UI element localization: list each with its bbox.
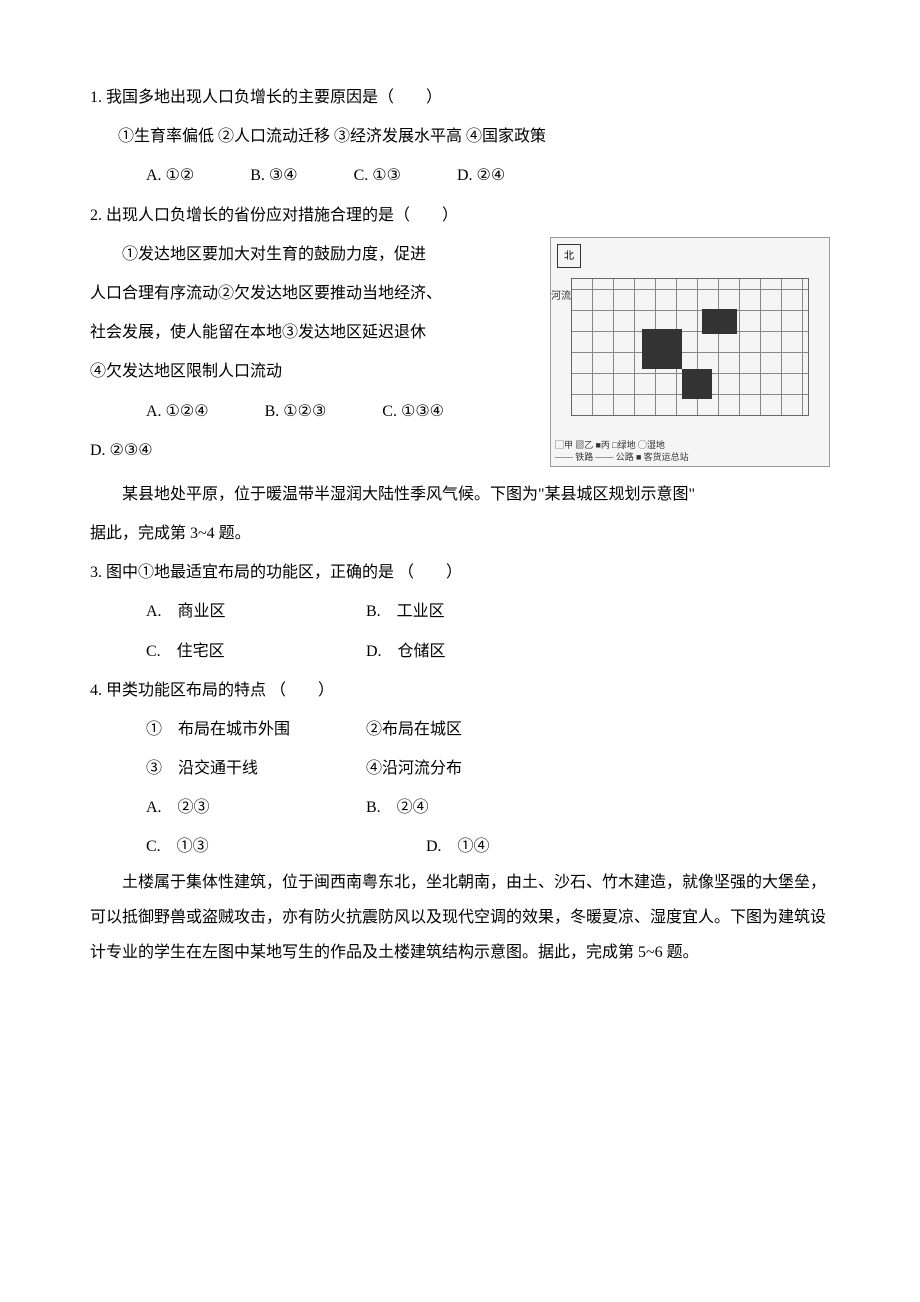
q1-option-c: C. ①③ (354, 158, 401, 193)
q4-stmt-3: ③ 沿交通干线 (146, 751, 366, 786)
q1-option-a: A. ①② (146, 158, 194, 193)
q2-body-l3: 社会发展，使人能留在本地③发达地区延迟退休 (90, 315, 530, 350)
q4-options-row1: A. ②③ B. ②④ (90, 790, 830, 825)
q3-option-c: C. 住宅区 (146, 634, 366, 669)
q1-option-b: B. ③④ (250, 158, 297, 193)
q4-stmts-row1: ① 布局在城市外围 ②布局在城区 (90, 712, 830, 747)
q4-option-d: D. ①④ (426, 829, 490, 864)
q2-body-l2: 人口合理有序流动②欠发达地区要推动当地经济、 (90, 276, 530, 311)
q2-options-row1: A. ①②④ B. ①②③ C. ①③④ (90, 394, 530, 429)
q2-body-l4: ④欠发达地区限制人口流动 (90, 354, 530, 389)
map-block (702, 309, 737, 334)
q4-stmts-row2: ③ 沿交通干线 ④沿河流分布 (90, 751, 830, 786)
q3-options-row2: C. 住宅区 D. 仓储区 (90, 634, 830, 669)
q1-stem: 1. 我国多地出现人口负增长的主要原因是（ ） (90, 80, 830, 115)
q4-options-row2: C. ①③ D. ①④ (90, 829, 830, 864)
q3-stem: 3. 图中①地最适宜布局的功能区，正确的是 （ ） (90, 555, 830, 590)
q3-options-row1: A. 商业区 B. 工业区 (90, 594, 830, 629)
q4-stmt-1: ① 布局在城市外围 (146, 712, 366, 747)
q4-stmt-4: ④沿河流分布 (366, 751, 586, 786)
q2-option-c: C. ①③④ (382, 394, 444, 429)
map-placeholder: 北 河流 ▢甲 ▨乙 ■丙 □绿地 ◯湿地 —— 铁路 —— 公路 ■ 客货运总… (550, 237, 830, 467)
q4-option-a: A. ②③ (146, 790, 366, 825)
q2-option-b: B. ①②③ (265, 394, 327, 429)
q2-option-a: A. ①②④ (146, 394, 209, 429)
q3-option-a: A. 商业区 (146, 594, 366, 629)
q3-option-d: D. 仓储区 (366, 634, 586, 669)
map-figure: 北 河流 ▢甲 ▨乙 ■丙 □绿地 ◯湿地 —— 铁路 —— 公路 ■ 客货运总… (550, 237, 830, 467)
river-label: 河流 (551, 286, 571, 308)
map-block (682, 369, 712, 399)
map-grid (571, 278, 809, 416)
legend-line-1: ▢甲 ▨乙 ■丙 □绿地 ◯湿地 (555, 440, 825, 452)
map-legend: ▢甲 ▨乙 ■丙 □绿地 ◯湿地 —— 铁路 —— 公路 ■ 客货运总站 (555, 440, 825, 463)
passage1-cont: 据此，完成第 3~4 题。 (90, 516, 830, 551)
q3-option-b: B. 工业区 (366, 594, 586, 629)
q4-stmt-2: ②布局在城区 (366, 712, 586, 747)
q4-stem: 4. 甲类功能区布局的特点 （ ） (90, 673, 830, 708)
passage2-text: 土楼属于集体性建筑，位于闽西南粤东北，坐北朝南，由土、沙石、竹木建造，就像坚强的… (90, 865, 830, 971)
q1-statements: ①生育率偏低 ②人口流动迁移 ③经济发展水平高 ④国家政策 (90, 119, 830, 154)
q4-option-c: C. ①③ (146, 829, 426, 864)
passage1-text: 某县地处平原，位于暖温带半湿润大陆性季风气候。下图为"某县城区规划示意图" (90, 477, 830, 512)
q1-options: A. ①② B. ③④ C. ①③ D. ②④ (90, 158, 830, 193)
map-block (642, 329, 682, 369)
compass-icon: 北 (557, 244, 581, 268)
q2-stem: 2. 出现人口负增长的省份应对措施合理的是（ ） (90, 198, 830, 233)
q4-option-b: B. ②④ (366, 790, 586, 825)
q1-option-d: D. ②④ (457, 158, 505, 193)
q2-body-l1: ①发达地区要加大对生育的鼓励力度，促进 (90, 237, 530, 272)
legend-line-2: —— 铁路 —— 公路 ■ 客货运总站 (555, 452, 825, 464)
